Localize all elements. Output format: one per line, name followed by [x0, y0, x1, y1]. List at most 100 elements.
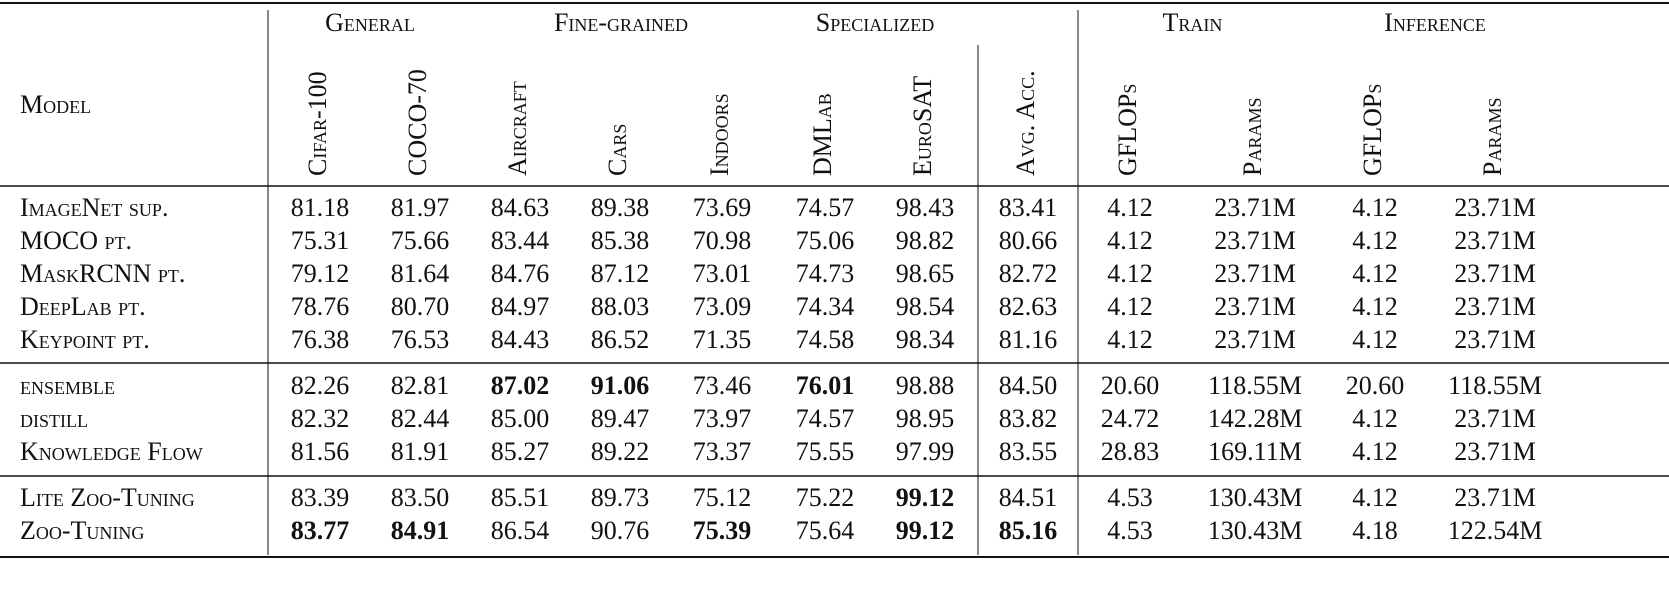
column-header: Indoors	[705, 93, 734, 176]
group-header: Specialized	[816, 8, 934, 37]
model-name: DeepLab pt.	[20, 292, 146, 321]
cell: 99.12	[896, 483, 955, 512]
cell: 23.71M	[1214, 292, 1296, 321]
cell: 23.71M	[1454, 292, 1536, 321]
cell: 23.71M	[1214, 193, 1296, 222]
cell: 28.83	[1101, 437, 1160, 466]
model-name: ImageNet sup.	[20, 193, 168, 222]
column-header: Aircraft	[503, 81, 532, 176]
cell: 75.55	[796, 437, 855, 466]
model-name: Lite Zoo-Tuning	[20, 483, 195, 512]
cell: 4.12	[1107, 292, 1153, 321]
cell: 83.82	[999, 404, 1058, 433]
cell: 86.54	[491, 516, 550, 545]
column-header: Cifar-100	[303, 71, 332, 176]
column-header: Params	[1238, 98, 1267, 176]
column-header: Params	[1478, 98, 1507, 176]
cell: 79.12	[291, 259, 350, 288]
cell: 74.58	[796, 325, 855, 354]
cell: 75.06	[796, 226, 855, 255]
cell: 23.71M	[1214, 226, 1296, 255]
column-header: COCO-70	[403, 69, 432, 176]
cell: 81.91	[391, 437, 450, 466]
cell: 23.71M	[1454, 226, 1536, 255]
cell: 74.57	[796, 404, 855, 433]
cell: 4.53	[1107, 516, 1153, 545]
cell: 82.32	[291, 404, 350, 433]
model-name: distill	[20, 404, 88, 433]
model-name: Knowledge Flow	[20, 437, 203, 466]
column-header: DMLab	[808, 93, 837, 176]
cell: 80.66	[999, 226, 1058, 255]
cell: 81.56	[291, 437, 350, 466]
cell: 98.34	[896, 325, 955, 354]
model-name: MaskRCNN pt.	[20, 259, 185, 288]
cell: 23.71M	[1214, 259, 1296, 288]
cell: 23.71M	[1214, 325, 1296, 354]
cell: 23.71M	[1454, 193, 1536, 222]
cell: 81.97	[391, 193, 450, 222]
cell: 74.57	[796, 193, 855, 222]
cell: 89.38	[591, 193, 650, 222]
cell: 4.12	[1352, 404, 1398, 433]
cell: 81.16	[999, 325, 1058, 354]
cell: 4.53	[1107, 483, 1153, 512]
cell: 4.12	[1352, 325, 1398, 354]
cell: 98.43	[896, 193, 955, 222]
cell: 97.99	[896, 437, 955, 466]
cell: 118.55M	[1448, 371, 1542, 400]
cell: 76.01	[796, 371, 855, 400]
cell: 98.95	[896, 404, 955, 433]
group-header: Train	[1163, 8, 1223, 37]
cell: 84.97	[491, 292, 550, 321]
column-header: GFLOPs	[1358, 84, 1387, 176]
cell: 4.12	[1352, 292, 1398, 321]
cell: 76.38	[291, 325, 350, 354]
cell: 4.12	[1352, 437, 1398, 466]
cell: 75.39	[693, 516, 752, 545]
cell: 23.71M	[1454, 259, 1536, 288]
model-name: Zoo-Tuning	[20, 516, 144, 545]
cell: 89.73	[591, 483, 650, 512]
cell: 4.12	[1107, 193, 1153, 222]
column-header: EuroSAT	[908, 76, 937, 176]
model-name: Keypoint pt.	[20, 325, 150, 354]
cell: 73.09	[693, 292, 752, 321]
cell: 82.72	[999, 259, 1058, 288]
cell: 85.27	[491, 437, 550, 466]
group-header: Fine-grained	[554, 8, 688, 37]
cell: 4.12	[1352, 226, 1398, 255]
cell: 98.65	[896, 259, 955, 288]
cell: 89.47	[591, 404, 650, 433]
cell: 83.55	[999, 437, 1058, 466]
cell: 88.03	[591, 292, 650, 321]
column-header: Cars	[603, 124, 632, 176]
cell: 83.50	[391, 483, 450, 512]
cell: 4.12	[1352, 483, 1398, 512]
cell: 75.12	[693, 483, 752, 512]
cell: 74.73	[796, 259, 855, 288]
cell: 81.18	[291, 193, 350, 222]
cell: 169.11M	[1208, 437, 1302, 466]
model-name: ensemble	[20, 371, 115, 400]
cell: 87.02	[491, 371, 550, 400]
cell: 83.44	[491, 226, 550, 255]
cell: 142.28M	[1208, 404, 1303, 433]
cell: 85.38	[591, 226, 650, 255]
cell: 4.12	[1107, 325, 1153, 354]
cell: 130.43M	[1208, 483, 1303, 512]
cell: 73.37	[693, 437, 752, 466]
cell: 4.12	[1352, 259, 1398, 288]
cell: 75.64	[796, 516, 855, 545]
cell: 75.22	[796, 483, 855, 512]
cell: 84.50	[999, 371, 1058, 400]
cell: 20.60	[1346, 371, 1405, 400]
cell: 73.97	[693, 404, 752, 433]
cell: 89.22	[591, 437, 650, 466]
cell: 4.12	[1352, 193, 1398, 222]
cell: 73.46	[693, 371, 752, 400]
cell: 82.81	[391, 371, 450, 400]
cell: 75.66	[391, 226, 450, 255]
